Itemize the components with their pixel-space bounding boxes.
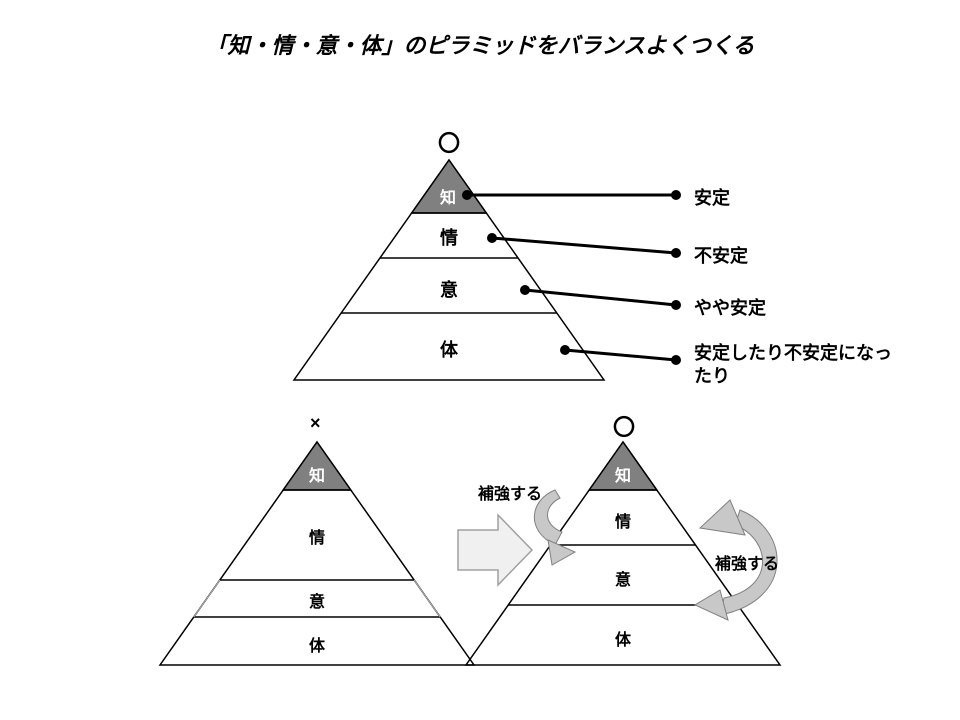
right-layer-4: 体	[615, 626, 631, 650]
left-layer-3: 意	[309, 588, 325, 612]
left-layer-1: 知	[309, 462, 325, 486]
mark-good-right: 〇	[613, 410, 635, 442]
top-layer-1: 知	[440, 184, 456, 208]
annot-1: 安定	[694, 184, 730, 210]
top-layer-4: 体	[440, 336, 458, 362]
right-layer-2: 情	[615, 508, 631, 532]
top-layer-2: 情	[440, 224, 458, 250]
right-layer-3: 意	[615, 566, 631, 590]
top-layer-3: 意	[440, 276, 458, 302]
annot-4: 安定したり不安定になったり	[694, 342, 904, 389]
annot-2: 不安定	[694, 242, 748, 268]
annot-3: やや安定	[694, 294, 766, 320]
block-arrow	[458, 515, 532, 585]
left-layer-2: 情	[309, 524, 325, 548]
mark-bad-left: ×	[310, 413, 321, 434]
reinforce-lower: 補強する	[715, 550, 779, 574]
pyramid-top	[294, 160, 681, 380]
reinforce-upper: 補強する	[478, 480, 542, 504]
left-layer-4: 体	[309, 632, 325, 656]
right-layer-1: 知	[615, 462, 631, 486]
